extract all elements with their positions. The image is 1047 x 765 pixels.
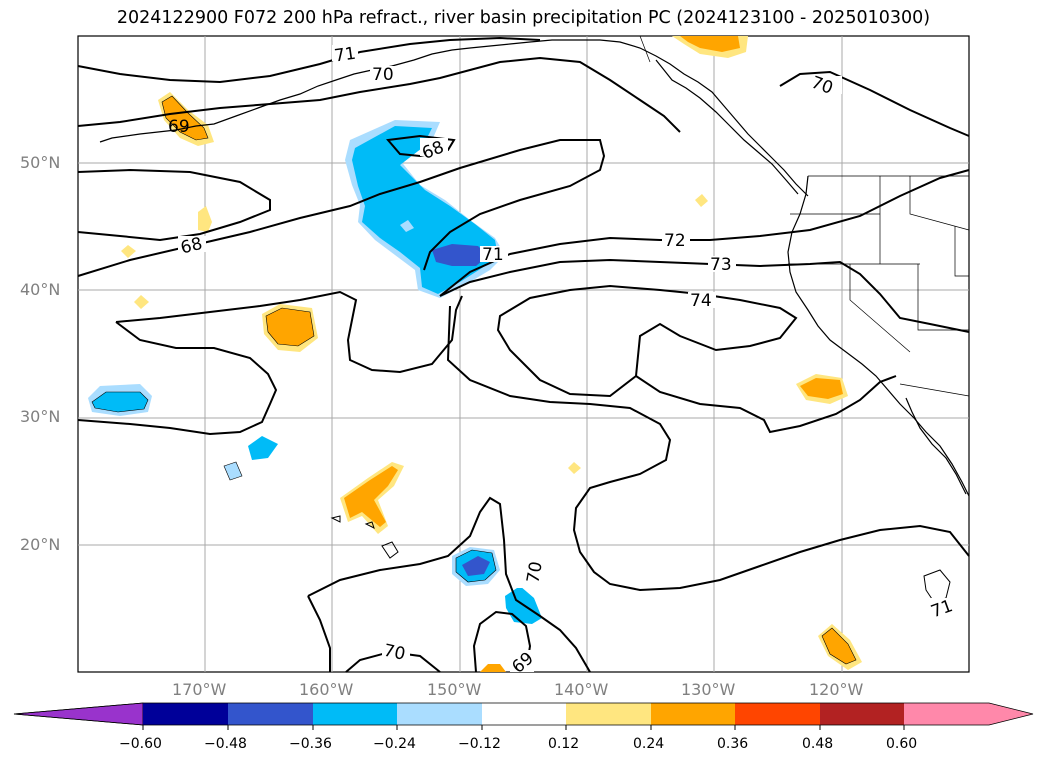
colorbar-bin bbox=[143, 703, 228, 725]
shade-negative-gulf-hole bbox=[400, 220, 414, 232]
colorbar-tick-label: 0.48 bbox=[802, 736, 834, 752]
colorbar-tick-label: 0.24 bbox=[633, 736, 665, 752]
coast-aleutians bbox=[99, 39, 809, 197]
lon-label-160w: 160°W bbox=[299, 680, 354, 699]
colorbar bbox=[13, 702, 1034, 730]
contour-69-gulf bbox=[77, 139, 606, 277]
colorbar-extend-left bbox=[13, 702, 144, 726]
contour-label: 70 bbox=[382, 641, 407, 665]
state-ca-nv bbox=[849, 264, 911, 353]
colorbar-ticks bbox=[142, 725, 905, 730]
coast-baja bbox=[905, 397, 967, 495]
coastlines bbox=[99, 39, 970, 497]
contour-label-group: 71 70 70 69 68 68 71 72 73 74 70 70 69 7… bbox=[168, 44, 956, 678]
colorbar-bin bbox=[228, 703, 313, 725]
contour-label: 72 bbox=[664, 231, 686, 251]
coast-bc-islands bbox=[655, 59, 799, 195]
contour-label: 74 bbox=[690, 291, 712, 311]
hawaii-maui bbox=[364, 521, 375, 529]
lon-label-140w: 140°W bbox=[554, 680, 609, 699]
lat-label-50n: 50°N bbox=[20, 153, 61, 172]
contour-label: 71 bbox=[482, 245, 504, 265]
contour-71-north bbox=[77, 36, 541, 84]
shade-negative-19n-core bbox=[462, 556, 490, 576]
colorbar-tick-label: −0.36 bbox=[289, 736, 332, 752]
contour-70-south2 bbox=[307, 595, 331, 672]
shade-positive-39n bbox=[134, 295, 149, 309]
colorbar-extend-right bbox=[904, 703, 1033, 725]
state-az bbox=[954, 226, 969, 277]
colorbar-tick-label: 0.36 bbox=[717, 736, 749, 752]
contour-74 bbox=[496, 284, 798, 398]
colorbar-tick-label: −0.12 bbox=[458, 736, 501, 752]
colorbar-tick-label: 0.60 bbox=[886, 736, 918, 752]
contour-69-south bbox=[472, 610, 532, 673]
colorbar-bin bbox=[735, 703, 820, 725]
contour-label: 70 bbox=[523, 560, 546, 585]
contour-label: 70 bbox=[372, 65, 394, 85]
lon-label-150w: 150°W bbox=[427, 680, 482, 699]
shade-positive-55n bbox=[162, 96, 208, 140]
contour-label: 73 bbox=[710, 255, 732, 275]
lon-label-130w: 130°W bbox=[681, 680, 736, 699]
shade-positive-32n bbox=[800, 378, 843, 399]
hawaii-kauai bbox=[330, 515, 341, 523]
lon-label-120w: 120°W bbox=[809, 680, 864, 699]
shade-outlines bbox=[91, 95, 857, 665]
contour-71-south bbox=[446, 305, 970, 592]
state-nv bbox=[917, 264, 969, 331]
lon-label-170w: 170°W bbox=[172, 680, 227, 699]
contour-70-northeast bbox=[779, 70, 970, 137]
state-mt bbox=[909, 176, 970, 231]
refractivity-contours bbox=[77, 36, 970, 673]
shade-positive-38n bbox=[266, 308, 314, 346]
shade-positive-47n bbox=[695, 194, 708, 207]
shade-negative-gulf-core bbox=[432, 244, 488, 266]
colorbar-bin bbox=[651, 703, 735, 725]
hawaii-big bbox=[381, 541, 399, 559]
colorbar-bin bbox=[482, 703, 566, 725]
colorbar-tick-label: −0.48 bbox=[204, 736, 247, 752]
colorbar-tick-label: −0.60 bbox=[119, 736, 162, 752]
colorbar-bin bbox=[397, 703, 482, 725]
shade-negative-30n bbox=[92, 392, 148, 412]
contour-label: 69 bbox=[168, 117, 190, 137]
colorbar-tick-label: −0.24 bbox=[373, 736, 416, 752]
contour-71-mid bbox=[115, 290, 463, 374]
colorbar-bin bbox=[566, 703, 651, 725]
shade-positive-43n bbox=[121, 245, 136, 258]
lat-label-30n: 30°N bbox=[20, 407, 61, 426]
colorbar-bin bbox=[313, 703, 397, 725]
contour-label: 71 bbox=[333, 44, 357, 67]
shade-negative-25n bbox=[224, 462, 242, 480]
shade-positive-13n bbox=[822, 628, 856, 664]
graticule bbox=[78, 36, 969, 672]
contour-73 bbox=[439, 258, 970, 333]
shade-positive-26n bbox=[568, 462, 581, 474]
coast-west-us bbox=[787, 175, 970, 497]
shade-positive-23n bbox=[344, 466, 398, 527]
contour-71-west bbox=[77, 321, 278, 436]
lat-label-20n: 20°N bbox=[20, 535, 61, 554]
border-us-mexico bbox=[899, 383, 970, 397]
chart-title: 2024122900 F072 200 hPa refract., river … bbox=[116, 8, 931, 28]
colorbar-tick-label: 0.12 bbox=[548, 736, 580, 752]
shade-positive-58n bbox=[680, 36, 740, 52]
contour-70-north bbox=[77, 56, 681, 133]
shade-positive-10n bbox=[480, 664, 506, 672]
shade-negative-28n bbox=[248, 436, 278, 460]
contour-72 bbox=[439, 169, 970, 297]
lat-label-40n: 40°N bbox=[20, 280, 61, 299]
contour-70-south bbox=[307, 496, 591, 673]
contour-69-loop bbox=[77, 168, 271, 242]
shade-positive-46n bbox=[198, 206, 212, 232]
contour-71-east bbox=[635, 375, 897, 434]
border-alaska bbox=[639, 35, 651, 63]
colorbar-bin bbox=[820, 703, 904, 725]
